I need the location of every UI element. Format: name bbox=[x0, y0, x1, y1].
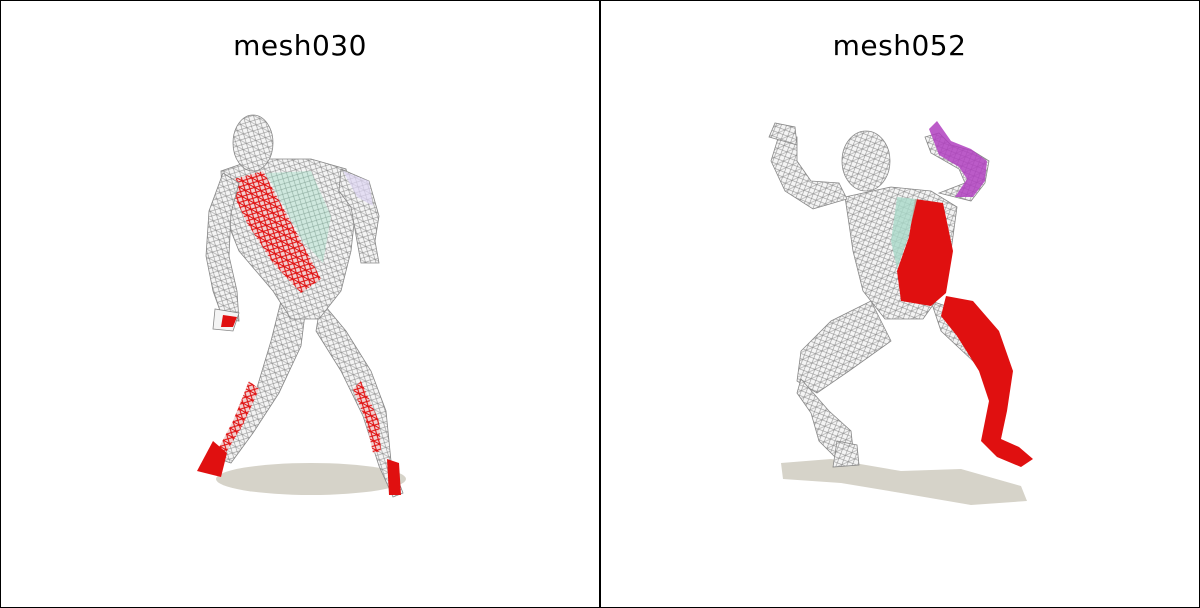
head bbox=[232, 114, 274, 172]
left-fist bbox=[768, 122, 798, 146]
right-arm-tint bbox=[343, 171, 373, 206]
left-foot bbox=[197, 441, 227, 477]
mesh030-render bbox=[197, 114, 406, 498]
right-leg-red bbox=[941, 296, 1033, 467]
ground-shadow bbox=[781, 459, 1027, 505]
torso-teal bbox=[266, 171, 331, 263]
right-leg-red bbox=[353, 381, 381, 453]
panel-title: mesh052 bbox=[832, 29, 967, 62]
torso-teal bbox=[891, 197, 917, 269]
right-foot bbox=[387, 459, 401, 495]
left-leg-red bbox=[216, 381, 259, 457]
head bbox=[841, 130, 891, 192]
ground-shadow bbox=[216, 463, 406, 495]
left-fist-red bbox=[221, 315, 237, 327]
panel-title: mesh030 bbox=[233, 29, 367, 62]
left-arm bbox=[205, 172, 240, 322]
panel-mesh030: mesh030 bbox=[1, 1, 599, 607]
torso-red bbox=[897, 199, 953, 306]
panel-divider bbox=[599, 0, 601, 608]
torso-red bbox=[227, 171, 321, 293]
left-thigh bbox=[796, 300, 892, 394]
left-arm bbox=[770, 134, 848, 210]
panel-mesh052: mesh052 bbox=[601, 1, 1198, 607]
mesh052-render bbox=[768, 121, 1033, 505]
right-arm-purple bbox=[929, 121, 987, 197]
left-foot bbox=[832, 440, 860, 468]
